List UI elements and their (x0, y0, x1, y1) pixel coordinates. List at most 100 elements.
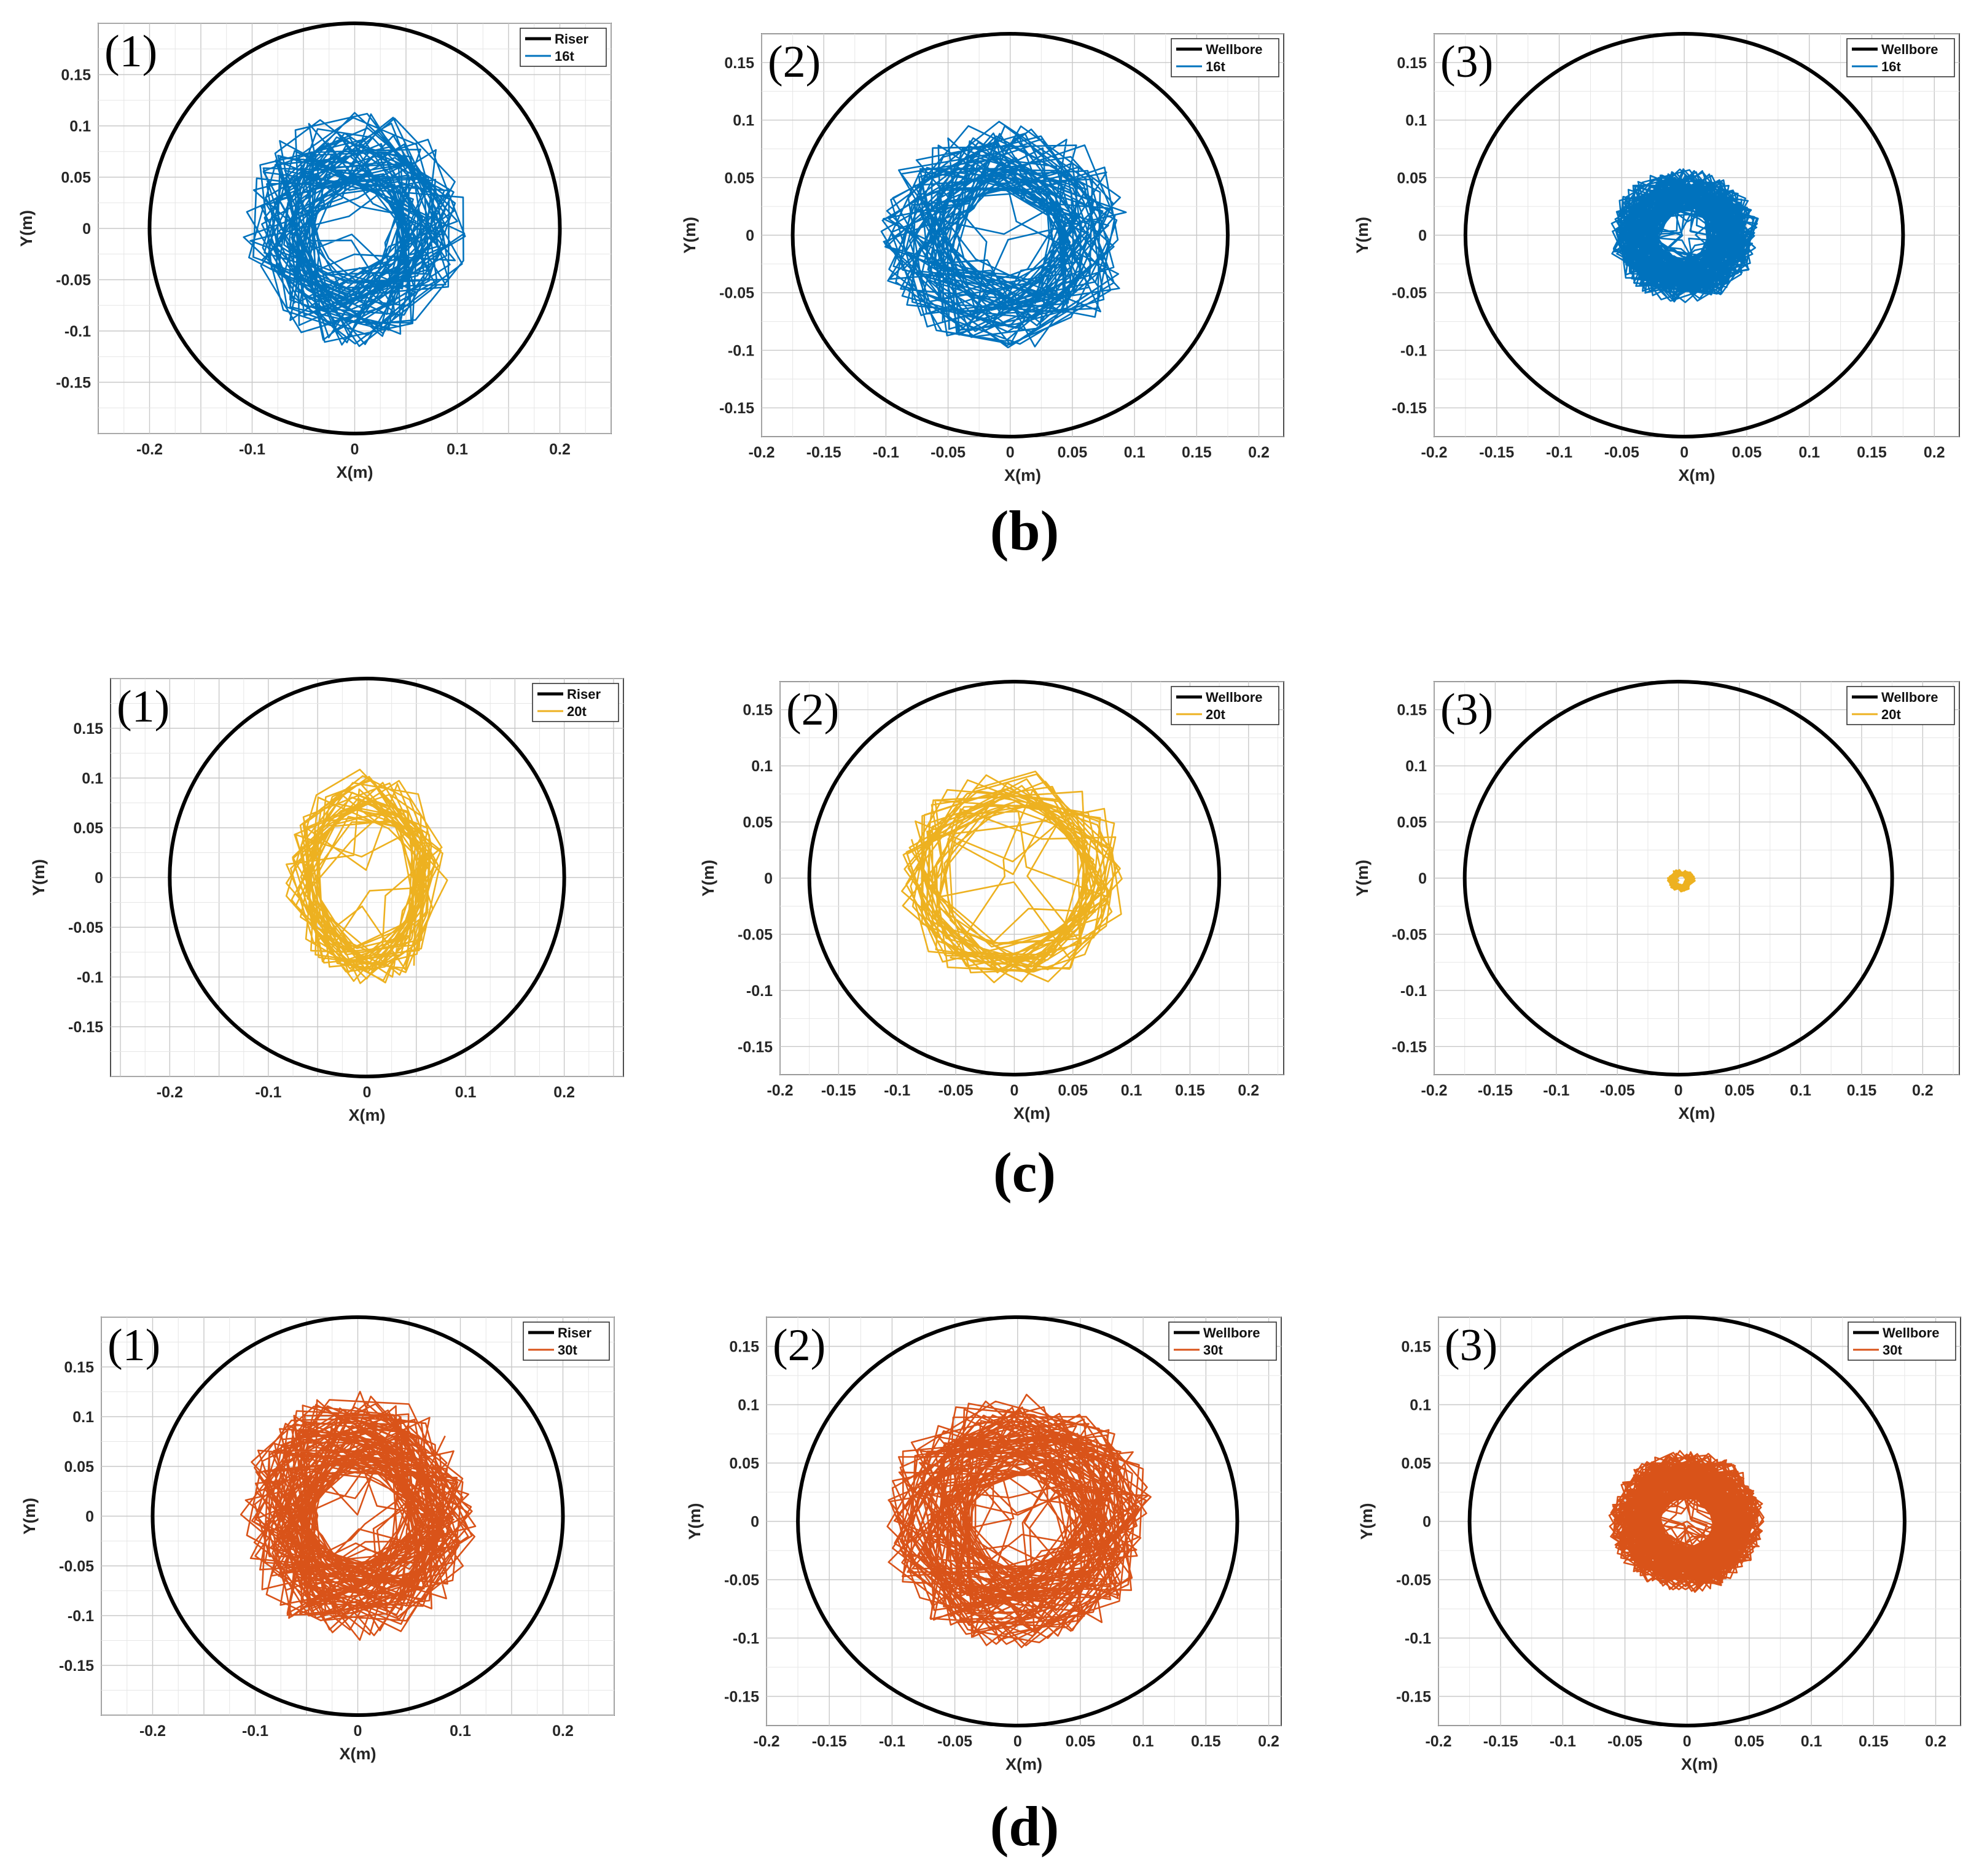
y-axis-label: Y(m) (20, 1498, 39, 1535)
y-tick-label: 0.15 (64, 1359, 94, 1376)
y-tick-label: 0.1 (72, 1409, 94, 1426)
legend-box (1171, 686, 1279, 725)
x-tick-label: -0.05 (1600, 1082, 1635, 1099)
y-axis-label: Y(m) (29, 859, 48, 896)
boundary-circle (1463, 32, 1905, 438)
chart-panel-b-2: -0.2 -0.15 -0.1 -0.05 0 0.05 0.1 0.15 0.2 -0.15 -0… (681, 32, 1284, 485)
boundary-circle (1462, 680, 1894, 1076)
y-tick-label: -0.1 (64, 323, 91, 340)
y-tick-label: -0.1 (733, 1630, 759, 1648)
y-tick-label: 0.15 (1401, 1339, 1431, 1356)
y-tick-label: 0.15 (724, 55, 754, 72)
x-axis-label: X(m) (349, 1106, 386, 1124)
panel-label: (2) (773, 1320, 825, 1371)
y-tick-label: 0.15 (743, 702, 773, 719)
legend-entry-boundary: Wellbore (1203, 1325, 1260, 1341)
y-tick-label: -0.15 (738, 1038, 773, 1056)
legend-entry-boundary: Wellbore (1883, 1325, 1940, 1341)
chart-panel-c-2: -0.2 -0.15 -0.1 -0.05 0 0.05 0.1 0.15 0.2 -0.15 -0… (699, 680, 1284, 1123)
panel-label: (1) (107, 1320, 160, 1371)
x-tick-label: -0.1 (884, 1082, 910, 1099)
boundary-circle (147, 21, 562, 435)
x-tick-label: -0.1 (1543, 1082, 1569, 1099)
y-tick-label: 0.1 (751, 758, 773, 775)
x-tick-label: -0.05 (1604, 444, 1639, 461)
x-tick-label: 0.15 (1847, 1082, 1877, 1099)
y-axis-label: Y(m) (699, 860, 717, 897)
legend: Riser 20t (532, 683, 619, 722)
x-tick-label: -0.1 (239, 441, 265, 458)
legend-box (532, 683, 619, 722)
boundary-circle (807, 680, 1222, 1076)
legend-entry-boundary: Riser (558, 1325, 591, 1341)
boundary-circle (168, 677, 566, 1078)
panel-label: (3) (1440, 685, 1493, 735)
x-tick-label: -0.15 (1479, 444, 1514, 461)
y-tick-label: 0 (85, 1508, 94, 1525)
x-tick-label: -0.2 (767, 1082, 793, 1099)
x-tick-label: -0.1 (1546, 444, 1572, 461)
y-axis-label: Y(m) (685, 1503, 704, 1540)
y-tick-label: -0.05 (1392, 926, 1427, 943)
x-tick-label: 0.2 (1238, 1082, 1259, 1099)
y-axis-label: Y(m) (1353, 217, 1372, 254)
y-tick-label: -0.05 (738, 926, 773, 943)
grid (101, 1317, 615, 1716)
y-tick-label: -0.15 (1392, 400, 1427, 417)
x-tick-label: 0.1 (1801, 1733, 1822, 1750)
y-tick-label: 0 (82, 220, 91, 238)
y-tick-label: -0.05 (719, 285, 754, 302)
x-tick-label: -0.2 (748, 444, 775, 461)
trajectory-line-16t (880, 120, 1127, 349)
y-tick-label: 0.15 (1397, 702, 1427, 719)
legend-box (1848, 1321, 1956, 1361)
x-axis-label: X(m) (1681, 1755, 1718, 1773)
x-tick-label: 0.1 (447, 441, 468, 458)
y-tick-label: 0.1 (1410, 1397, 1431, 1414)
x-tick-label: 0.15 (1191, 1733, 1221, 1750)
legend-entry-trajectory: 20t (1206, 707, 1225, 722)
x-tick-label: 0.05 (1732, 444, 1762, 461)
x-tick-label: -0.1 (1550, 1733, 1576, 1750)
y-tick-label: 0.05 (1397, 169, 1427, 187)
y-tick-label: 0.1 (1405, 112, 1427, 130)
x-tick-label: 0.15 (1859, 1733, 1889, 1750)
y-tick-label: 0 (1418, 227, 1427, 244)
x-tick-label: -0.15 (806, 444, 841, 461)
x-tick-label: 0.05 (1058, 444, 1088, 461)
legend-entry-trajectory: 16t (1881, 59, 1901, 74)
x-tick-label: 0 (351, 441, 359, 458)
trajectory-line-20t (901, 771, 1123, 984)
x-tick-label: -0.2 (139, 1722, 166, 1740)
y-tick-label: -0.15 (68, 1019, 103, 1036)
x-tick-label: -0.15 (1478, 1082, 1513, 1099)
y-tick-label: -0.15 (724, 1689, 759, 1706)
y-axis-label: Y(m) (1353, 860, 1372, 897)
x-tick-label: 0.2 (1925, 1733, 1946, 1750)
x-tick-label: 0.1 (1790, 1082, 1811, 1099)
x-tick-label: -0.1 (873, 444, 899, 461)
y-tick-label: -0.1 (1400, 983, 1427, 1000)
y-tick-label: 0 (95, 870, 103, 887)
x-tick-label: 0.1 (455, 1084, 477, 1101)
x-tick-label: -0.2 (1425, 1733, 1451, 1750)
legend-entry-boundary: Riser (567, 687, 601, 702)
x-tick-label: 0.1 (450, 1722, 471, 1740)
y-tick-label: -0.15 (59, 1657, 94, 1675)
chart-panel-d-2: -0.2 -0.15 -0.1 -0.05 0 0.05 0.1 0.15 0.2 -0.15 -0… (685, 1315, 1282, 1773)
y-tick-label: 0.15 (73, 720, 103, 738)
x-axis-label: X(m) (1679, 466, 1715, 485)
x-tick-label: 0.05 (1735, 1733, 1765, 1750)
y-tick-label: 0.05 (64, 1458, 94, 1476)
chart-panel-b-1: -0.2 -0.1 0 0.1 0.2 -0.15 -0.1 -0.05 0 0.05 0.1 0.1… (17, 21, 612, 481)
y-tick-label: -0.1 (1405, 1630, 1431, 1648)
y-tick-label: 0.05 (1401, 1455, 1431, 1473)
x-tick-label: 0.05 (1058, 1082, 1088, 1099)
boundary-circle (790, 32, 1230, 438)
x-axis-label: X(m) (1004, 466, 1041, 485)
x-tick-label: -0.05 (937, 1733, 972, 1750)
y-tick-label: -0.15 (719, 400, 754, 417)
panel-label: (2) (786, 685, 839, 735)
